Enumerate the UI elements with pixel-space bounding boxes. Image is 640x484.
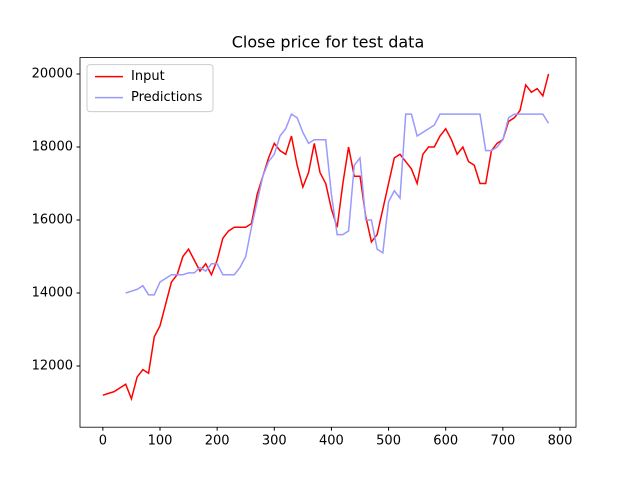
x-tick-label: 300 (262, 434, 287, 449)
x-tick-label: 700 (490, 434, 515, 449)
x-tick-label: 600 (433, 434, 458, 449)
line-series (125, 113, 550, 296)
y-tick-label: 18000 (32, 139, 73, 154)
x-tick-label: 800 (548, 434, 573, 449)
x-tick-label: 0 (99, 434, 107, 449)
y-tick-label: 16000 (32, 212, 73, 227)
y-tick-label: 12000 (32, 358, 73, 373)
legend-label: Predictions (131, 90, 203, 105)
chart-title: Close price for test data (232, 33, 425, 52)
x-tick-label: 200 (205, 434, 230, 449)
y-tick-label: 14000 (32, 285, 73, 300)
x-tick-label: 500 (376, 434, 401, 449)
plot-frame (79, 57, 577, 428)
x-tick-label: 100 (148, 434, 173, 449)
y-tick-label: 20000 (32, 66, 73, 81)
x-tick-label: 400 (319, 434, 344, 449)
legend-label: Input (131, 69, 165, 84)
